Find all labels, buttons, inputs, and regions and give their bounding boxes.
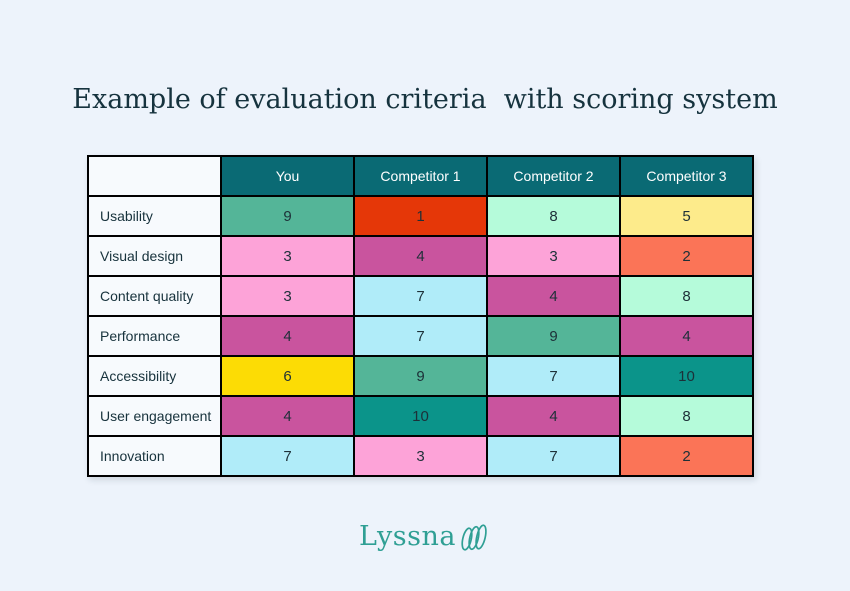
score-cell: 4 xyxy=(486,275,621,317)
table-row: Performance 4 7 9 4 xyxy=(87,315,754,357)
score-cell: 2 xyxy=(619,435,754,477)
score-cell: 3 xyxy=(220,235,355,277)
row-label-user-engagement: User engagement xyxy=(87,395,222,437)
column-header-you: You xyxy=(220,155,355,197)
score-cell: 7 xyxy=(220,435,355,477)
score-cell: 4 xyxy=(486,395,621,437)
score-cell: 4 xyxy=(220,395,355,437)
score-cell: 1 xyxy=(353,195,488,237)
score-cell: 4 xyxy=(619,315,754,357)
score-cell: 3 xyxy=(220,275,355,317)
table-row: Innovation 7 3 7 2 xyxy=(87,435,754,477)
lyssna-logo-text: Lyssna xyxy=(359,520,456,552)
table-header-row: You Competitor 1 Competitor 2 Competitor… xyxy=(87,155,754,197)
score-cell: 9 xyxy=(486,315,621,357)
table-row: Usability 9 1 8 5 xyxy=(87,195,754,237)
score-cell: 2 xyxy=(619,235,754,277)
score-cell: 4 xyxy=(220,315,355,357)
row-label-innovation: Innovation xyxy=(87,435,222,477)
table-corner-cell xyxy=(87,155,222,197)
score-cell: 7 xyxy=(486,435,621,477)
column-header-competitor-3: Competitor 3 xyxy=(619,155,754,197)
score-cell: 7 xyxy=(486,355,621,397)
lyssna-logo: Lyssna xyxy=(0,519,850,553)
page-title: Example of evaluation criteria with scor… xyxy=(72,84,778,115)
column-header-competitor-2: Competitor 2 xyxy=(486,155,621,197)
table-row: Visual design 3 4 3 2 xyxy=(87,235,754,277)
score-cell: 5 xyxy=(619,195,754,237)
score-cell: 4 xyxy=(353,235,488,277)
table-row: Content quality 3 7 4 8 xyxy=(87,275,754,317)
row-label-content-quality: Content quality xyxy=(87,275,222,317)
row-label-performance: Performance xyxy=(87,315,222,357)
score-cell: 9 xyxy=(220,195,355,237)
score-cell: 6 xyxy=(220,355,355,397)
row-label-usability: Usability xyxy=(87,195,222,237)
score-cell: 9 xyxy=(353,355,488,397)
table-row: Accessibility 6 9 7 10 xyxy=(87,355,754,397)
row-label-accessibility: Accessibility xyxy=(87,355,222,397)
column-header-competitor-1: Competitor 1 xyxy=(353,155,488,197)
score-cell: 10 xyxy=(619,355,754,397)
score-cell: 7 xyxy=(353,315,488,357)
row-label-visual-design: Visual design xyxy=(87,235,222,277)
score-cell: 8 xyxy=(619,395,754,437)
score-cell: 3 xyxy=(486,235,621,277)
table-row: User engagement 4 10 4 8 xyxy=(87,395,754,437)
score-cell: 7 xyxy=(353,275,488,317)
score-cell: 3 xyxy=(353,435,488,477)
evaluation-score-table: You Competitor 1 Competitor 2 Competitor… xyxy=(87,155,754,477)
score-cell: 10 xyxy=(353,395,488,437)
score-cell: 8 xyxy=(486,195,621,237)
coil-icon xyxy=(461,524,487,551)
score-cell: 8 xyxy=(619,275,754,317)
